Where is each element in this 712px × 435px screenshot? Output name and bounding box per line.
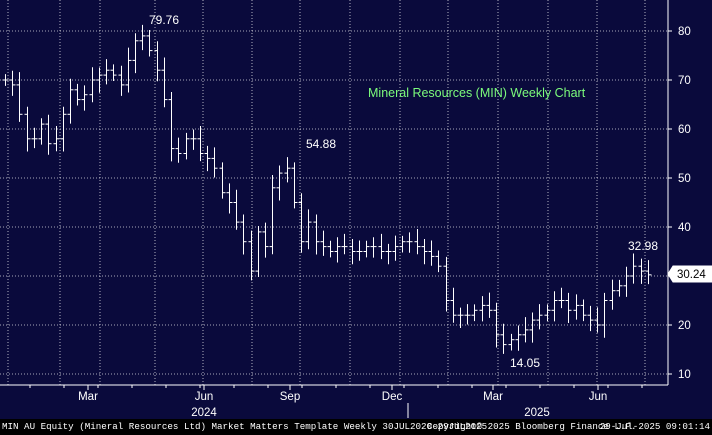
- year-label: 2025: [524, 407, 550, 419]
- last-price-label: 30.24: [677, 269, 706, 281]
- chart-title: Mineral Resources (MIN) Weekly Chart: [368, 86, 586, 100]
- price-bars: [2, 24, 652, 354]
- x-tick-label: Jun: [195, 391, 214, 403]
- grid-lines: [0, 0, 668, 385]
- y-tick-label: 10: [678, 369, 691, 381]
- year-label: 2024: [191, 407, 217, 419]
- price-annotation: 54.88: [306, 137, 336, 151]
- price-annotation: 32.98: [628, 239, 658, 253]
- right-axis-background: [668, 0, 712, 385]
- annotations: 79.76 54.88 14.05 32.98: [149, 13, 658, 370]
- x-tick-label: Jun: [589, 391, 608, 403]
- x-axis: Mar Jun Sep Dec Mar Jun 2024 2025: [0, 384, 668, 419]
- y-tick-label: 70: [678, 75, 691, 87]
- x-tick-label: Mar: [483, 391, 503, 403]
- footer-datetime: 29-Jul-2025 09:01:14: [599, 421, 710, 432]
- footer-bar: MIN AU Equity (Mineral Resources Ltd) Ma…: [0, 419, 712, 435]
- x-tick-label: Sep: [280, 391, 300, 403]
- y-tick-label: 80: [678, 26, 691, 38]
- footer-description: MIN AU Equity (Mineral Resources Ltd) Ma…: [2, 421, 488, 432]
- bottom-axis-background: [0, 385, 712, 419]
- price-annotation: 79.76: [149, 13, 179, 27]
- last-price-tag: 30.24: [667, 265, 712, 283]
- y-tick-label: 40: [678, 222, 691, 234]
- plot-background: [0, 0, 668, 385]
- y-tick-label: 20: [678, 320, 691, 332]
- x-tick-label: Mar: [78, 391, 98, 403]
- y-tick-label: 50: [678, 173, 691, 185]
- footer-copyright: Copyright© 2025 Bloomberg Finance L.P.: [427, 421, 637, 432]
- price-annotation: 14.05: [510, 356, 540, 370]
- x-tick-label: Dec: [382, 391, 403, 403]
- y-tick-label: 60: [678, 124, 691, 136]
